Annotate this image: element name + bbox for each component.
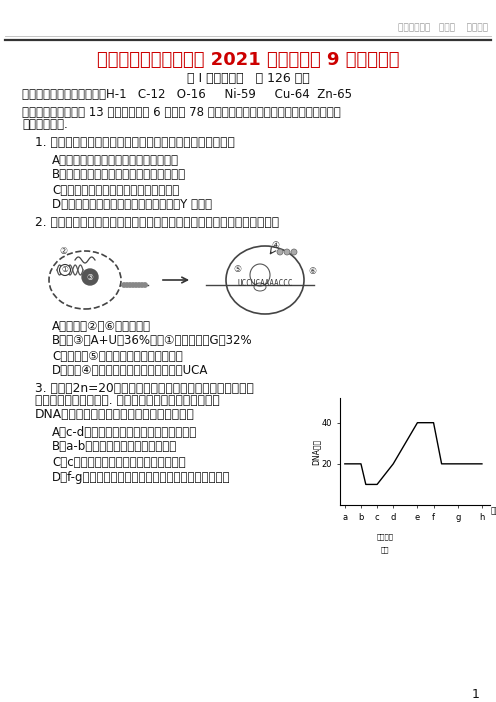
- Text: 秋水仙素: 秋水仙素: [376, 534, 394, 541]
- Text: A．性染色体上的基因都与性别决定有关: A．性染色体上的基因都与性别决定有关: [52, 154, 179, 166]
- Text: C．c点细胞内各染色体组的基因组成相同: C．c点细胞内各染色体组的基因组成相同: [52, 456, 186, 468]
- Text: ⑤: ⑤: [233, 265, 241, 274]
- Text: A．图中的②与⑥是同种物质: A．图中的②与⑥是同种物质: [52, 319, 151, 333]
- Text: 第 I 卷（选择题   共 126 分）: 第 I 卷（选择题 共 126 分）: [186, 72, 310, 84]
- Text: B．性染色体上的基因都伴随性染色体遗传: B．性染色体上的基因都伴随性染色体遗传: [52, 168, 186, 182]
- Text: ①: ①: [62, 265, 68, 274]
- Text: A．c-d过程中细胞内发生了染色体数目加倍: A．c-d过程中细胞内发生了染色体数目加倍: [52, 425, 197, 439]
- Text: D．f-g过程中同源染色体分离，细胞内染色体数目减半: D．f-g过程中同源染色体分离，细胞内染色体数目减半: [52, 470, 231, 484]
- Circle shape: [82, 269, 98, 285]
- Circle shape: [140, 283, 144, 287]
- Text: ③: ③: [87, 272, 93, 282]
- Text: 处理: 处理: [381, 546, 389, 552]
- Y-axis label: DNA含量: DNA含量: [311, 439, 320, 465]
- Text: ⑥: ⑥: [308, 267, 316, 277]
- Text: 2. 如图表示人体唾液腺细胞中的某生理过程，下列有关说法错误的是（）: 2. 如图表示人体唾液腺细胞中的某生理过程，下列有关说法错误的是（）: [35, 216, 279, 228]
- Text: D．图中④携带的氨基酸对应的密码子为UCA: D．图中④携带的氨基酸对应的密码子为UCA: [52, 364, 208, 378]
- Circle shape: [291, 249, 297, 255]
- Text: 3. 玉米（2n=20）花药离体培养的单倍体幼苗，经秋水仙素: 3. 玉米（2n=20）花药离体培养的单倍体幼苗，经秋水仙素: [35, 381, 254, 395]
- Text: ②: ②: [59, 248, 67, 256]
- Text: 符合题目要求.: 符合题目要求.: [22, 119, 68, 131]
- Text: UCCUCAAAACCC: UCCUCAAAACCC: [237, 279, 293, 288]
- Circle shape: [128, 283, 132, 287]
- Text: C．生殖细胞中只表达性染色体上的基因: C．生殖细胞中只表达性染色体上的基因: [52, 183, 179, 197]
- Circle shape: [131, 283, 135, 287]
- Text: 处理后形成二倍体植株. 下图是该诱导过程某时段细胞核: 处理后形成二倍体植株. 下图是该诱导过程某时段细胞核: [35, 395, 220, 407]
- Text: 时间: 时间: [490, 507, 496, 516]
- Text: 一、选择题：本题共 13 小题，每小题 6 分，共 78 分，在每小题给出的四个选项中，只有一项: 一、选择题：本题共 13 小题，每小题 6 分，共 78 分，在每小题给出的四个…: [22, 105, 341, 119]
- Text: 四川省仁寿一中北校区 2021 届高三理综 9 月月考试题: 四川省仁寿一中北校区 2021 届高三理综 9 月月考试题: [97, 51, 399, 69]
- Text: B．若③中A+U占36%，则①对应片段中G占32%: B．若③中A+U占36%，则①对应片段中G占32%: [52, 334, 252, 347]
- Text: 1. 下列关于人类性别决定与伴性遗传的叙述，正确的是（）: 1. 下列关于人类性别决定与伴性遗传的叙述，正确的是（）: [35, 136, 235, 150]
- Text: DNA含量变化示意图，相关叙述错误的是（）: DNA含量变化示意图，相关叙述错误的是（）: [35, 407, 195, 420]
- Text: 可能用到的相对原子质量：H-1   C-12   O-16     Ni-59     Cu-64  Zn-65: 可能用到的相对原子质量：H-1 C-12 O-16 Ni-59 Cu-64 Zn…: [22, 88, 352, 102]
- Circle shape: [122, 283, 126, 287]
- Circle shape: [137, 283, 141, 287]
- Text: 1: 1: [472, 687, 480, 701]
- Text: C．图中的⑤可能对淀粉水解起催化作用: C．图中的⑤可能对淀粉水解起催化作用: [52, 350, 183, 362]
- Circle shape: [60, 265, 70, 275]
- Circle shape: [277, 249, 283, 255]
- Circle shape: [284, 249, 290, 255]
- Text: ④: ④: [271, 241, 279, 249]
- Circle shape: [134, 283, 138, 287]
- Circle shape: [143, 283, 147, 287]
- Text: 重点中学试卷   可修改    欢迎下载: 重点中学试卷 可修改 欢迎下载: [398, 23, 488, 32]
- Text: D．初级精母细胞和次级精母细胞中都含Y 染色体: D．初级精母细胞和次级精母细胞中都含Y 染色体: [52, 199, 212, 211]
- Text: B．a-b过程中细胞不会发生基因重组: B．a-b过程中细胞不会发生基因重组: [52, 440, 177, 453]
- Circle shape: [125, 283, 129, 287]
